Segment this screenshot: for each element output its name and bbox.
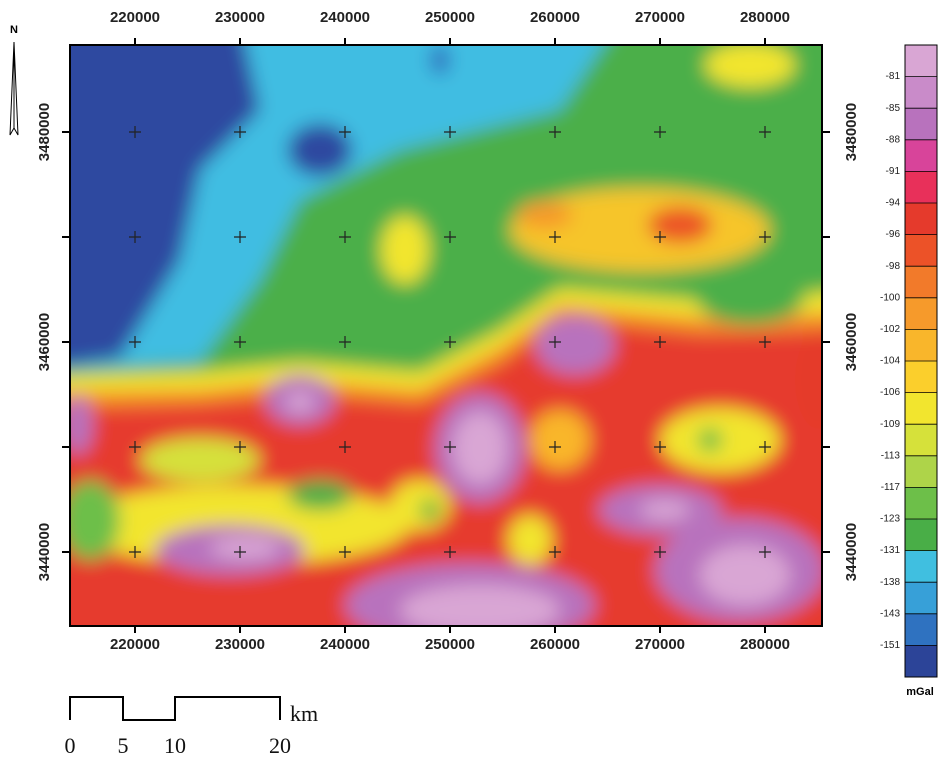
y-tick-label-right: 3460000 — [843, 313, 860, 371]
scale-label: 10 — [164, 733, 186, 758]
x-tick-label-bottom: 230000 — [215, 636, 265, 653]
colorbar-band — [905, 519, 937, 551]
colorbar-label: -96 — [886, 229, 901, 240]
colorbar-label: -102 — [880, 324, 900, 335]
colorbar-label: -143 — [880, 608, 900, 619]
north-arrow: N — [10, 24, 18, 135]
scale-bar: km — [70, 697, 318, 726]
y-tick-label-left: 3440000 — [36, 523, 53, 581]
scale-label: 5 — [118, 733, 129, 758]
colorbar-label: -81 — [886, 71, 901, 82]
colorbar: mGal -81 -85 -88 -91 -94 -96 -98 -100 -102 -104 -1… — [880, 45, 937, 698]
scale-label: 0 — [65, 733, 76, 758]
colorbar-label: -109 — [880, 419, 900, 430]
x-tick-label-top: 280000 — [740, 9, 790, 26]
page: N km mGal -81 -85 -88 -91 -94 -96 -98 -100 -102 -… — [0, 0, 938, 772]
colorbar-band — [905, 582, 937, 614]
colorbar-band — [905, 77, 937, 109]
colorbar-band — [905, 487, 937, 519]
colorbar-label: -91 — [886, 166, 901, 177]
x-tick-label-bottom: 280000 — [740, 636, 790, 653]
colorbar-label: -100 — [880, 292, 900, 303]
colorbar-label: -94 — [886, 198, 901, 209]
colorbar-band — [905, 140, 937, 172]
colorbar-band — [905, 361, 937, 393]
colorbar-band — [905, 329, 937, 361]
colorbar-label: -98 — [886, 261, 901, 272]
colorbar-band — [905, 235, 937, 267]
colorbar-band — [905, 266, 937, 298]
colorbar-label: -151 — [880, 640, 900, 651]
x-tick-label-top: 230000 — [215, 9, 265, 26]
colorbar-label: -106 — [880, 387, 900, 398]
x-tick-label-top: 220000 — [110, 9, 160, 26]
x-tick-label-top: 260000 — [530, 9, 580, 26]
colorbar-label: -138 — [880, 577, 900, 588]
colorbar-band — [905, 424, 937, 456]
colorbar-band — [905, 551, 937, 583]
colorbar-label: -117 — [881, 482, 901, 493]
colorbar-label: -113 — [881, 450, 901, 461]
colorbar-label: -104 — [880, 356, 900, 367]
colorbar-band — [905, 456, 937, 488]
colorbar-unit: mGal — [906, 686, 934, 698]
x-tick-label-bottom: 270000 — [635, 636, 685, 653]
y-tick-label-right: 3480000 — [843, 103, 860, 161]
gravity-map: N km mGal -81 -85 -88 -91 -94 -96 -98 -100 -102 -… — [0, 0, 938, 767]
colorbar-band — [905, 108, 937, 140]
colorbar-band — [905, 203, 937, 235]
x-tick-label-bottom: 220000 — [110, 636, 160, 653]
colorbar-band — [905, 298, 937, 330]
y-tick-label-right: 3440000 — [843, 523, 860, 581]
colorbar-band — [905, 171, 937, 203]
colorbar-band — [905, 645, 937, 677]
scale-label: 20 — [269, 733, 291, 758]
colorbar-label: -131 — [880, 545, 900, 556]
x-tick-label-bottom: 260000 — [530, 636, 580, 653]
colorbar-label: -123 — [880, 514, 900, 525]
north-label: N — [10, 24, 18, 36]
y-tick-label-left: 3460000 — [36, 313, 53, 371]
x-tick-label-bottom: 250000 — [425, 636, 475, 653]
x-tick-label-top: 270000 — [635, 9, 685, 26]
colorbar-label: -85 — [886, 103, 901, 114]
x-tick-label-top: 240000 — [320, 9, 370, 26]
x-tick-label-bottom: 240000 — [320, 636, 370, 653]
colorbar-band — [905, 45, 937, 77]
colorbar-band — [905, 393, 937, 425]
scale-unit: km — [290, 701, 318, 726]
colorbar-label: -88 — [886, 134, 901, 145]
colorbar-band — [905, 614, 937, 646]
x-tick-label-top: 250000 — [425, 9, 475, 26]
y-tick-label-left: 3480000 — [36, 103, 53, 161]
